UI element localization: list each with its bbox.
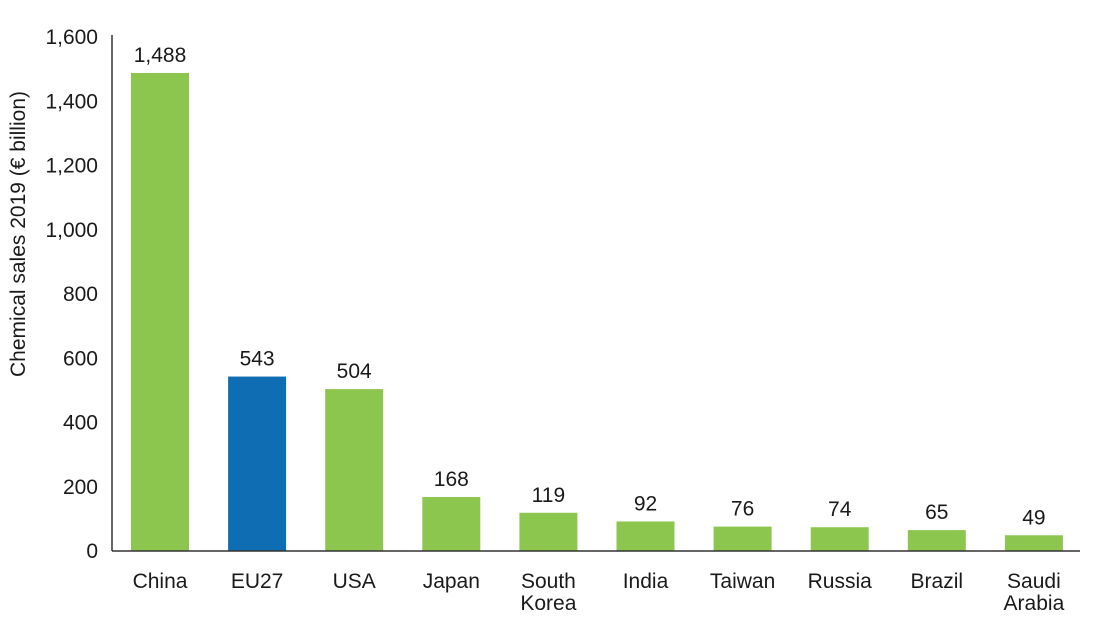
y-tick-label: 1,000 xyxy=(45,219,98,242)
bars xyxy=(131,72,1063,551)
bar-value-label: 504 xyxy=(337,360,372,383)
bar xyxy=(228,376,287,551)
x-category-label: USA xyxy=(333,570,376,593)
y-tick-label: 1,400 xyxy=(45,90,98,113)
bar xyxy=(907,530,966,551)
bar xyxy=(1004,535,1063,551)
x-category-label: South Korea xyxy=(520,570,576,615)
bar xyxy=(519,512,578,551)
x-category-label: Japan xyxy=(423,570,480,593)
y-tick-label: 600 xyxy=(63,347,98,370)
x-category-label: Brazil xyxy=(911,570,964,593)
value-labels: 1,488 543 504 168 119 92 76 74 65 49 xyxy=(134,44,1046,529)
x-category-label: Russia xyxy=(808,570,873,593)
bar-value-label: 1,488 xyxy=(134,44,187,67)
bar-value-label: 74 xyxy=(828,498,852,521)
bar xyxy=(810,527,869,551)
y-tick-label: 1,200 xyxy=(45,155,98,178)
bar xyxy=(422,497,481,551)
y-tick-label: 400 xyxy=(63,412,98,435)
bar xyxy=(325,389,384,551)
x-category-label: Taiwan xyxy=(710,570,775,593)
y-axis-ticks: 0 200 400 600 800 1,000 1,200 1,400 1,600 xyxy=(45,26,98,563)
bar xyxy=(131,72,189,551)
y-tick-label: 1,600 xyxy=(45,26,98,49)
y-tick-label: 800 xyxy=(63,283,98,306)
bar-value-label: 543 xyxy=(240,348,275,371)
x-axis-labels: China EU27 USA Japan South Korea India Taiwan Ru… xyxy=(133,570,1065,615)
x-category-label: Saudi Arabia xyxy=(1004,570,1065,615)
x-category-label: India xyxy=(623,570,669,593)
bar xyxy=(713,526,772,551)
y-tick-label: 0 xyxy=(86,540,98,563)
x-category-label: China xyxy=(133,570,188,593)
bar-value-label: 49 xyxy=(1022,506,1045,529)
x-category-label: EU27 xyxy=(231,570,284,593)
bar-value-label: 92 xyxy=(634,492,657,515)
bar-value-label: 76 xyxy=(731,498,754,521)
bar-value-label: 168 xyxy=(434,468,469,491)
bar xyxy=(616,521,675,551)
bar-value-label: 65 xyxy=(925,501,948,524)
y-tick-label: 200 xyxy=(63,476,98,499)
y-axis-title: Chemical sales 2019 (€ billion) xyxy=(7,91,30,377)
bar-value-label: 119 xyxy=(532,484,565,507)
